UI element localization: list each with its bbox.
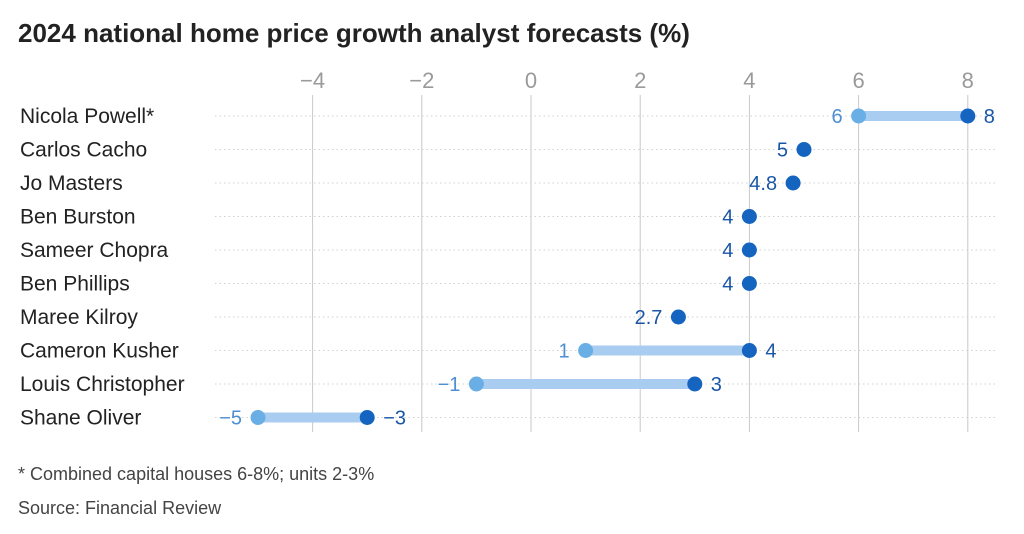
- x-tick-label: 8: [962, 68, 974, 93]
- high-point: [687, 376, 703, 392]
- category-label: Sameer Chopra: [20, 239, 169, 262]
- high-value-label: 4: [722, 207, 733, 229]
- low-value-label: 6: [831, 106, 842, 128]
- low-point: [578, 343, 594, 358]
- high-point: [796, 142, 812, 157]
- high-point: [359, 410, 375, 425]
- high-value-label: 3: [711, 374, 722, 396]
- x-tick-label: 4: [743, 68, 755, 93]
- footnote: * Combined capital houses 6-8%; units 2-…: [18, 464, 375, 484]
- high-value-label: 2.7: [635, 307, 663, 329]
- high-point: [741, 209, 757, 224]
- category-label: Louis Christopher: [20, 373, 185, 396]
- x-tick-label: 0: [525, 68, 537, 93]
- high-point: [670, 309, 686, 325]
- high-point: [741, 343, 757, 358]
- high-value-label: −3: [383, 408, 406, 430]
- x-tick-label: −2: [409, 68, 434, 93]
- category-label: Cameron Kusher: [20, 340, 179, 363]
- high-value-label: 8: [984, 106, 995, 128]
- chart-title: 2024 national home price growth analyst …: [18, 18, 690, 48]
- category-label: Nicola Powell*: [20, 105, 154, 128]
- high-value-label: 4: [765, 341, 776, 363]
- high-point: [741, 242, 757, 258]
- low-value-label: −5: [219, 408, 242, 430]
- category-label: Carlos Cacho: [20, 139, 147, 162]
- low-point: [250, 410, 266, 425]
- low-point: [851, 108, 867, 124]
- category-label: Ben Burston: [20, 206, 136, 229]
- low-point: [468, 376, 484, 392]
- x-tick-label: 2: [634, 68, 646, 93]
- high-value-label: 4: [722, 274, 733, 296]
- category-label: Jo Masters: [20, 172, 123, 195]
- high-value-label: 4.8: [749, 173, 777, 195]
- category-label: Maree Kilroy: [20, 306, 138, 329]
- high-point: [741, 276, 757, 291]
- x-tick-label: 6: [852, 68, 864, 93]
- low-value-label: −1: [438, 374, 461, 396]
- high-value-label: 4: [722, 240, 733, 262]
- low-value-label: 1: [558, 341, 569, 363]
- x-tick-label: −4: [300, 68, 325, 93]
- category-label: Ben Phillips: [20, 273, 130, 296]
- source-note: Source: Financial Review: [18, 498, 222, 518]
- high-value-label: 5: [777, 140, 788, 162]
- category-label: Shane Oliver: [20, 407, 141, 430]
- high-point: [960, 108, 976, 124]
- high-point: [785, 175, 801, 191]
